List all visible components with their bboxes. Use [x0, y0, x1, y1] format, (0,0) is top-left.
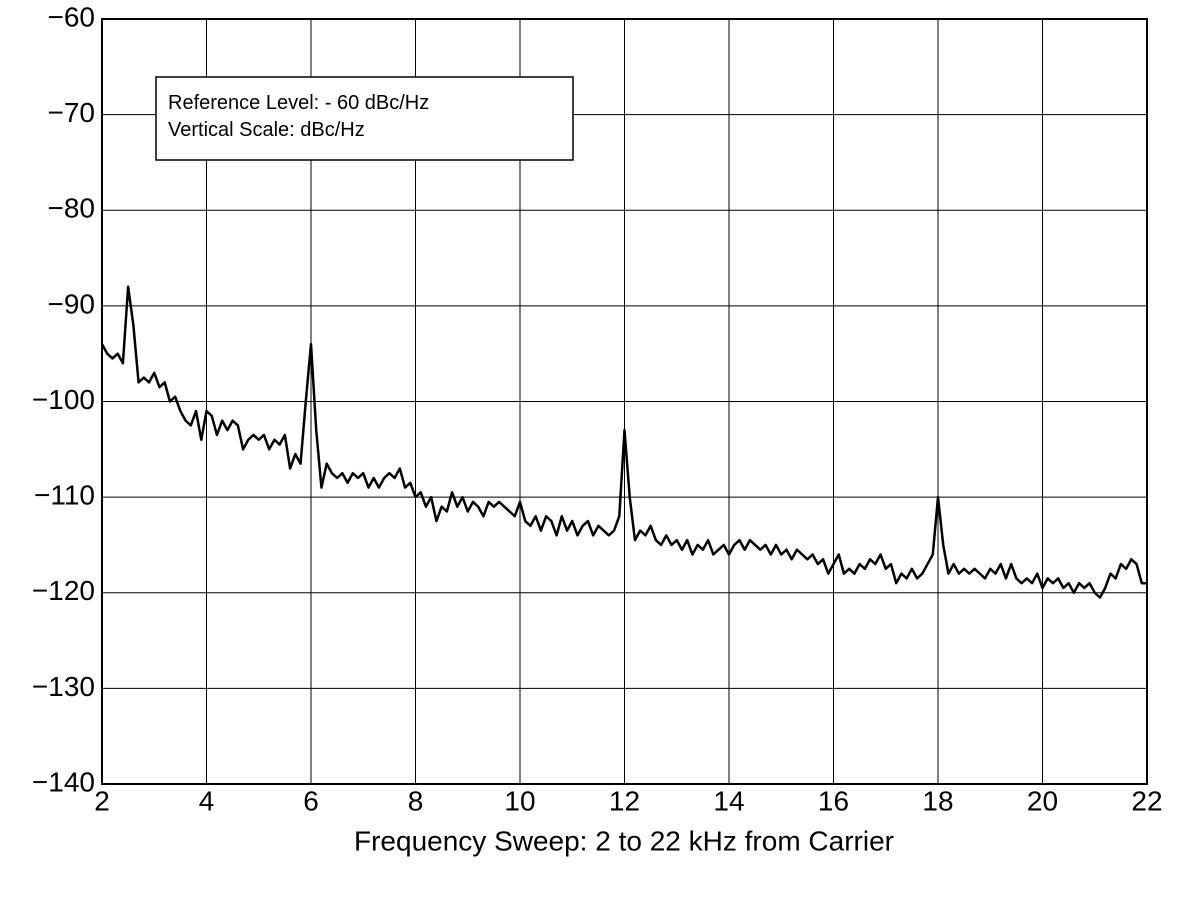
y-tick-label: −140 — [32, 766, 95, 797]
x-tick-label: 8 — [408, 785, 424, 816]
y-tick-label: −70 — [48, 97, 96, 128]
y-tick-label: −60 — [48, 1, 96, 32]
data-line — [100, 285, 1147, 599]
annotation: Reference Level: - 60 dBc/Hz — [168, 92, 429, 114]
x-tick-label: 12 — [609, 785, 640, 816]
x-tick-label: 2 — [94, 785, 110, 816]
x-axis-label: Frequency Sweep: 2 to 22 kHz from Carrie… — [354, 825, 894, 856]
x-tick-label: 22 — [1131, 785, 1162, 816]
plot-frame — [101, 18, 1148, 785]
annotation: Vertical Scale: dBc/Hz — [168, 119, 365, 141]
y-tick-label: −120 — [32, 575, 95, 606]
y-tick-label: −80 — [48, 193, 96, 224]
y-tick-label: −110 — [34, 480, 95, 511]
y-tick-label: −130 — [32, 671, 95, 702]
y-tick-label: −100 — [32, 384, 95, 415]
annotation-box — [155, 76, 574, 161]
y-tick-label: −90 — [48, 288, 96, 319]
x-tick-label: 14 — [713, 785, 744, 816]
x-tick-label: 10 — [504, 785, 535, 816]
x-tick-label: 4 — [199, 785, 215, 816]
x-tick-label: 18 — [922, 785, 953, 816]
x-tick-label: 6 — [303, 785, 319, 816]
x-tick-label: 20 — [1027, 785, 1058, 816]
x-tick-label: 16 — [818, 785, 849, 816]
